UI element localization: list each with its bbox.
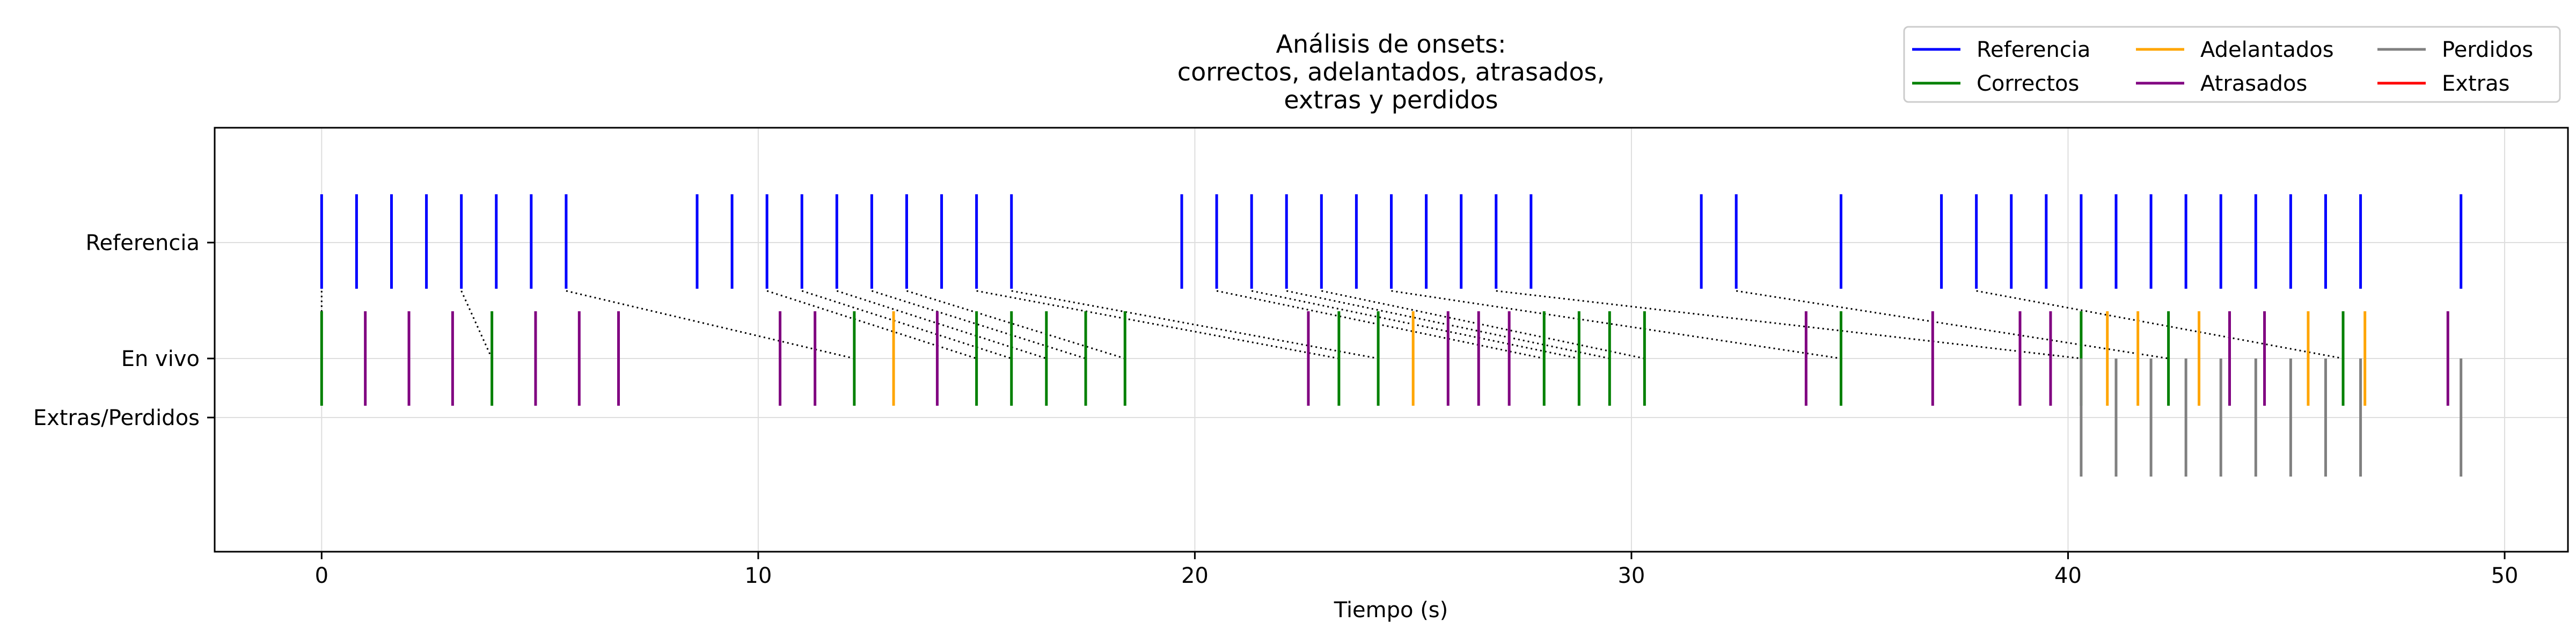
legend-label-atrasados: Atrasados [2200,71,2307,96]
match-line [906,290,1125,360]
legend-label-perdidos: Perdidos [2442,38,2533,62]
match-line [976,290,1340,360]
x-tick-label: 50 [2491,564,2519,588]
chart-title: Análisis de onsets: correctos, adelantad… [1177,30,1605,114]
x-axis: 0 10 20 30 40 50 [315,552,2519,588]
y-tick-label-referencia: Referencia [86,231,200,255]
x-tick-label: 30 [1618,564,1645,588]
chart-title-line-3: extras y perdidos [1284,85,1498,114]
match-line [1736,290,2169,360]
legend: Referencia Correctos Adelantados Atrasados P… [1903,26,2561,103]
x-axis-label: Tiempo (s) [1334,598,1448,623]
chart-title-line-2: correctos, adelantados, atrasados, [1177,57,1605,86]
match-line [1496,290,2082,360]
legend-label-adelantados: Adelantados [2200,38,2334,62]
legend-label-extras: Extras [2442,71,2509,96]
legend-label-referencia: Referencia [1977,38,2090,62]
legend-label-correctos: Correctos [1977,71,2079,96]
onset-marks [320,194,2463,477]
match-line [871,290,1086,360]
match-line [1321,290,1645,360]
match-line [801,290,1012,360]
y-axis: Referencia En vivo Extras/Perdidos [33,231,215,430]
match-connector-lines [320,290,2344,360]
match-line [1251,290,1579,360]
match-line [1216,290,1545,360]
grid-lines [215,128,2568,552]
match-line [836,290,1047,360]
x-tick-label: 10 [744,564,772,588]
x-tick-label: 0 [315,564,328,588]
x-tick-label: 40 [2054,564,2082,588]
y-tick-label-en-vivo: En vivo [121,347,200,371]
match-line [460,290,493,359]
x-tick-label: 20 [1181,564,1209,588]
match-line [1976,290,2344,360]
match-line [1391,290,1841,360]
chart-title-line-1: Análisis de onsets: [1276,30,1506,58]
y-tick-label-extras-perdidos: Extras/Perdidos [33,406,200,430]
match-line [766,290,977,360]
plot-area-frame [214,127,2569,553]
match-line [566,290,855,360]
